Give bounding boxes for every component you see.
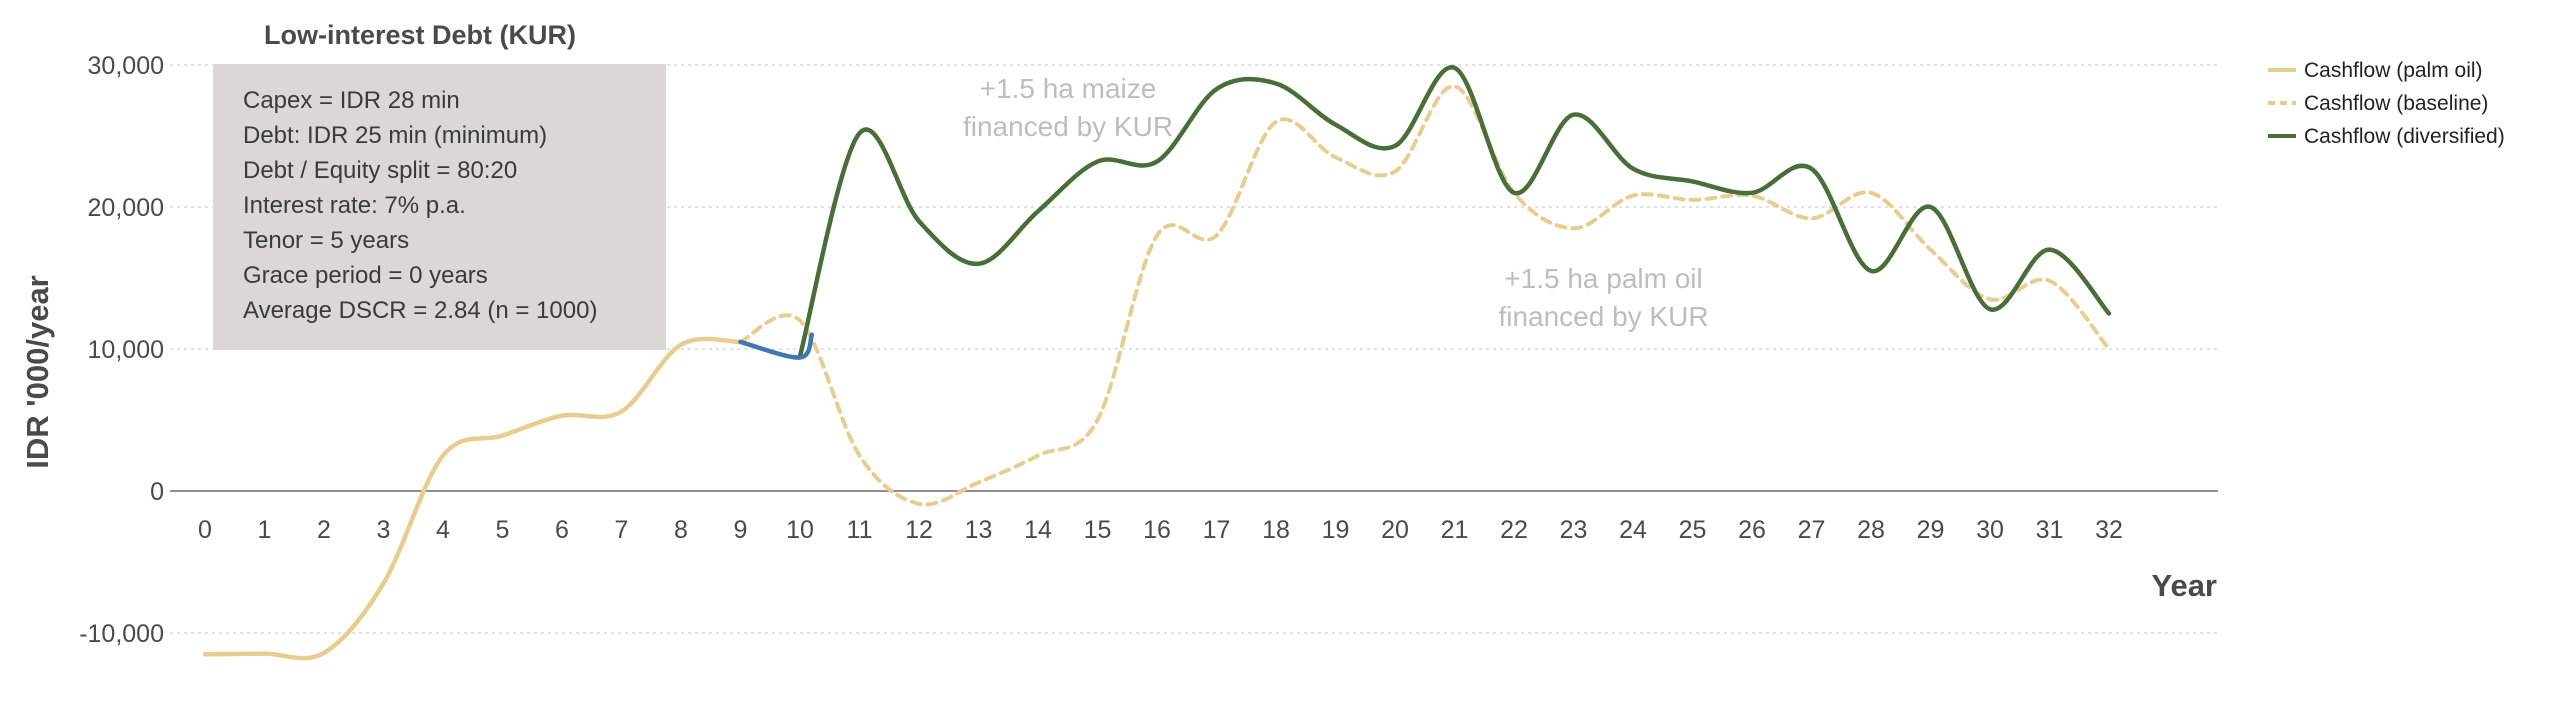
x-tick-label: 11: [847, 516, 873, 544]
series-line-cashflow-baseline: [738, 84, 2111, 507]
x-tick-label: 2: [317, 516, 331, 544]
x-tick-label: 24: [1619, 516, 1647, 544]
x-tick-label: 18: [1262, 516, 1290, 544]
y-tick-label: 20,000: [88, 194, 164, 222]
series-lines: [202, 65, 2112, 661]
series-line-cashflow-palm-oil: [202, 336, 743, 661]
x-tick-label: 10: [786, 516, 814, 544]
legend: Cashflow (palm oil) Cashflow (baseline) Ca…: [2268, 59, 2505, 148]
y-tick-label: 10,000: [88, 336, 164, 364]
x-tick-label: 19: [1322, 516, 1350, 544]
x-tick-label: 5: [496, 516, 510, 544]
info-box-line: Average DSCR = 2.84 (n = 1000): [243, 297, 597, 324]
x-tick-label: 28: [1857, 516, 1885, 544]
info-box: Capex = IDR 28 min Debt: IDR 25 min (mini…: [213, 64, 666, 350]
x-tick-label: 6: [555, 516, 569, 544]
info-box-line: Tenor = 5 years: [243, 227, 409, 254]
legend-label: Cashflow (baseline): [2304, 92, 2488, 115]
legend-label: Cashflow (diversified): [2304, 125, 2505, 148]
x-tick-label: 17: [1203, 516, 1231, 544]
x-tick-label: 29: [1917, 516, 1945, 544]
gridlines: [170, 64, 2218, 634]
x-tick-label: 23: [1560, 516, 1588, 544]
x-tick-label: 1: [258, 516, 272, 544]
annotation-text: +1.5 ha palm oil: [1504, 263, 1702, 294]
x-tick-label: 16: [1143, 516, 1171, 544]
y-tick-label: 0: [150, 478, 164, 506]
info-box-background: [213, 64, 666, 350]
annotation-text: +1.5 ha maize: [980, 73, 1157, 104]
info-box-line: Debt / Equity split = 80:20: [243, 157, 517, 184]
annotation-text: financed by KUR: [963, 111, 1173, 142]
x-tick-label: 0: [198, 516, 212, 544]
x-tick-label: 3: [377, 516, 391, 544]
x-axis-title: Year: [2151, 568, 2217, 603]
info-box-line: Grace period = 0 years: [243, 262, 488, 289]
x-tick-label: 25: [1679, 516, 1707, 544]
x-tick-label: 20: [1381, 516, 1409, 544]
x-tick-label: 31: [2036, 516, 2064, 544]
x-tick-label: 12: [905, 516, 933, 544]
legend-label: Cashflow (palm oil): [2304, 59, 2483, 82]
x-tick-label: 26: [1738, 516, 1766, 544]
x-tick-label: 30: [1976, 516, 2004, 544]
x-tick-label: 21: [1441, 516, 1469, 544]
chart-title: Low-interest Debt (KUR): [264, 20, 576, 50]
x-tick-label: 32: [2095, 516, 2123, 544]
annotation-text: financed by KUR: [1498, 301, 1708, 332]
x-tick-label: 22: [1500, 516, 1528, 544]
x-tick-label: 4: [436, 516, 450, 544]
x-tick-label: 27: [1798, 516, 1826, 544]
info-box-line: Debt: IDR 25 min (minimum): [243, 122, 547, 149]
x-tick-label: 9: [734, 516, 748, 544]
y-tick-label: 30,000: [88, 52, 164, 80]
series-line-cashflow-diversified: [797, 65, 2112, 359]
info-box-line: Capex = IDR 28 min: [243, 87, 460, 114]
y-tick-label: -10,000: [79, 620, 164, 648]
x-tick-label: 13: [965, 516, 993, 544]
x-tick-label: 8: [674, 516, 688, 544]
x-tick-label: 14: [1024, 516, 1052, 544]
y-axis-title: IDR '000/year: [20, 275, 55, 469]
x-tick-label: 7: [615, 516, 629, 544]
x-tick-label: 15: [1084, 516, 1112, 544]
info-box-line: Interest rate: 7% p.a.: [243, 192, 466, 219]
series-line-transition: [738, 332, 815, 360]
annotations: +1.5 ha maize financed by KUR +1.5 ha palm…: [963, 73, 1709, 332]
